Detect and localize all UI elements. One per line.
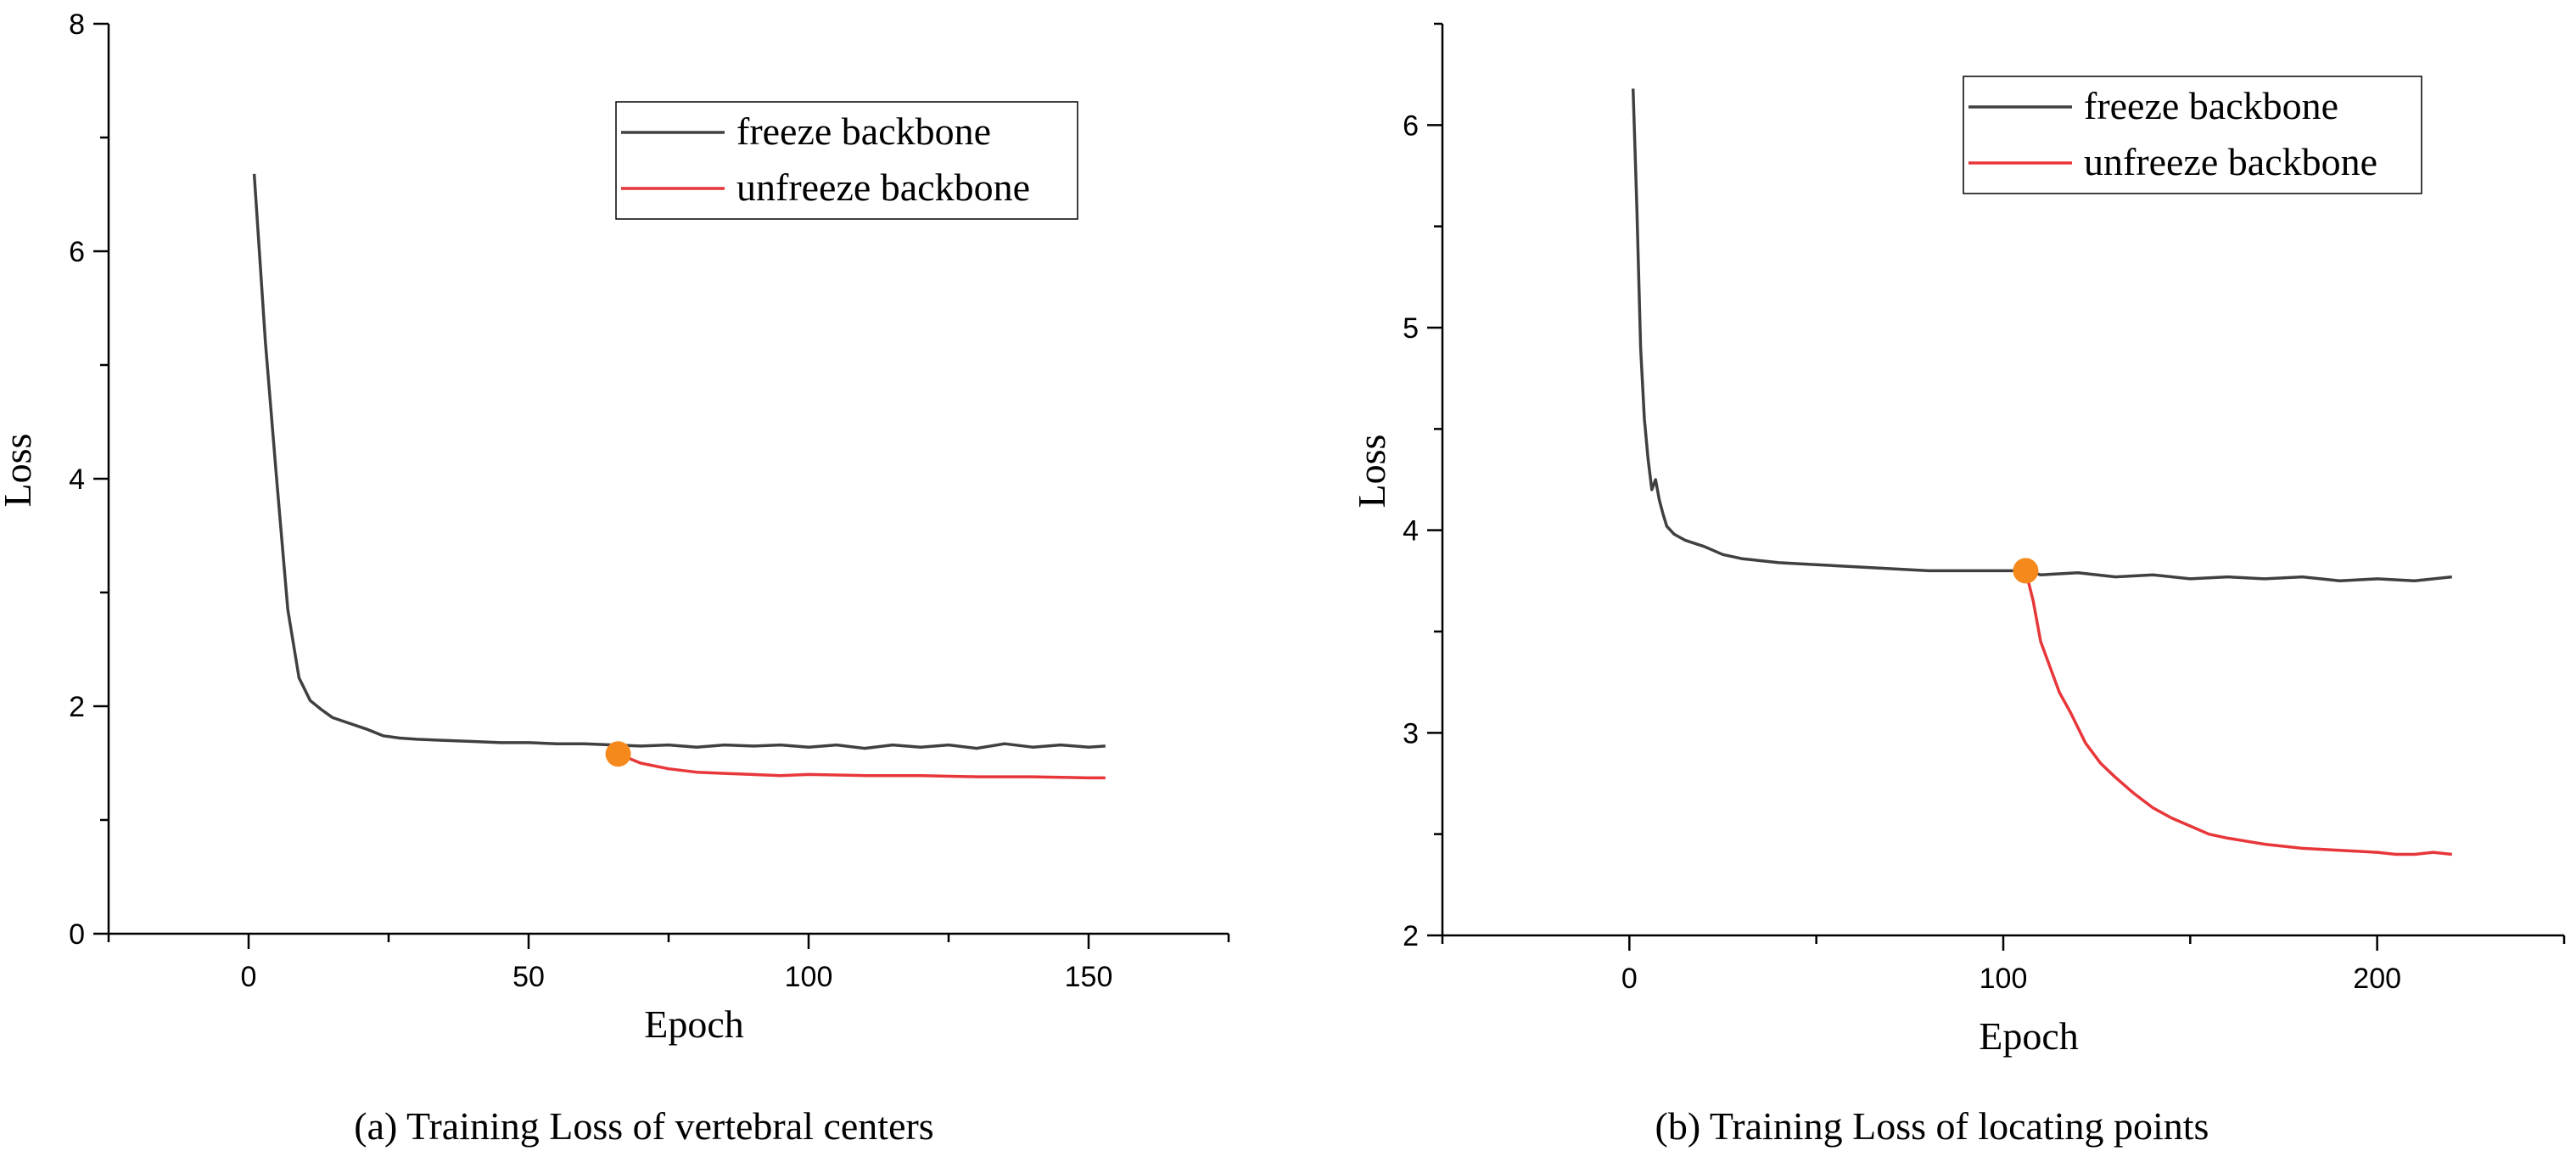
chart-panel-b: 2 3 4 5 6 0 100 200 Epoch Loss freeze backbone unfr… bbox=[1288, 0, 2576, 1168]
chart-a-caption: (a) Training Loss of vertebral centers bbox=[354, 1104, 934, 1148]
x-axis-title: Epoch bbox=[1979, 1014, 2079, 1058]
y-tick-label: 2 bbox=[69, 691, 85, 723]
legend-label: unfreeze backbone bbox=[2084, 140, 2377, 183]
legend-label: freeze backbone bbox=[736, 110, 991, 153]
unfreeze-point-marker bbox=[2013, 558, 2039, 584]
series-line-unfreeze bbox=[2024, 570, 2452, 856]
y-tick-label: 5 bbox=[1403, 312, 1419, 345]
legend-label: freeze backbone bbox=[2084, 84, 2338, 127]
y-tick-label: 4 bbox=[69, 463, 85, 496]
y-tick-label: 0 bbox=[69, 918, 85, 951]
y-tick-label: 6 bbox=[1403, 110, 1419, 142]
chart-b-plot: 2 3 4 5 6 0 100 200 Epoch Loss freeze backbone unfr… bbox=[1350, 22, 2566, 1058]
series-line-unfreeze bbox=[617, 752, 1106, 780]
x-tick-label: 200 bbox=[2353, 963, 2401, 995]
y-tick-label: 8 bbox=[69, 8, 85, 41]
y-tick-label: 3 bbox=[1403, 717, 1419, 750]
unfreeze-point-marker bbox=[605, 741, 631, 767]
x-tick-label: 0 bbox=[241, 961, 257, 993]
legend-box bbox=[615, 101, 1078, 220]
y-axis-title: Loss bbox=[0, 434, 39, 508]
chart-a-plot: 0 2 4 6 8 0 50 100 150 Epoch Loss freeze backbone un… bbox=[0, 8, 1230, 1046]
y-tick-label: 4 bbox=[1403, 515, 1419, 548]
chart-panel-a: 0 2 4 6 8 0 50 100 150 Epoch Loss freeze backbone un… bbox=[0, 8, 1230, 1148]
chart-b-caption: (b) Training Loss of locating points bbox=[1655, 1104, 2209, 1148]
x-tick-label: 0 bbox=[1621, 963, 1638, 995]
y-axis-title: Loss bbox=[1350, 435, 1393, 508]
legend-box bbox=[1963, 76, 2422, 194]
series-line-freeze bbox=[1631, 88, 2452, 583]
x-axis-title: Epoch bbox=[644, 1002, 744, 1046]
y-tick-label: 6 bbox=[69, 236, 85, 268]
series-line-freeze bbox=[252, 173, 1106, 750]
legend-label: unfreeze backbone bbox=[736, 166, 1030, 209]
x-tick-label: 100 bbox=[785, 961, 833, 993]
x-tick-label: 50 bbox=[512, 961, 545, 993]
x-tick-label: 150 bbox=[1065, 961, 1113, 993]
y-tick-label: 2 bbox=[1403, 920, 1419, 952]
x-tick-label: 100 bbox=[1980, 963, 2028, 995]
